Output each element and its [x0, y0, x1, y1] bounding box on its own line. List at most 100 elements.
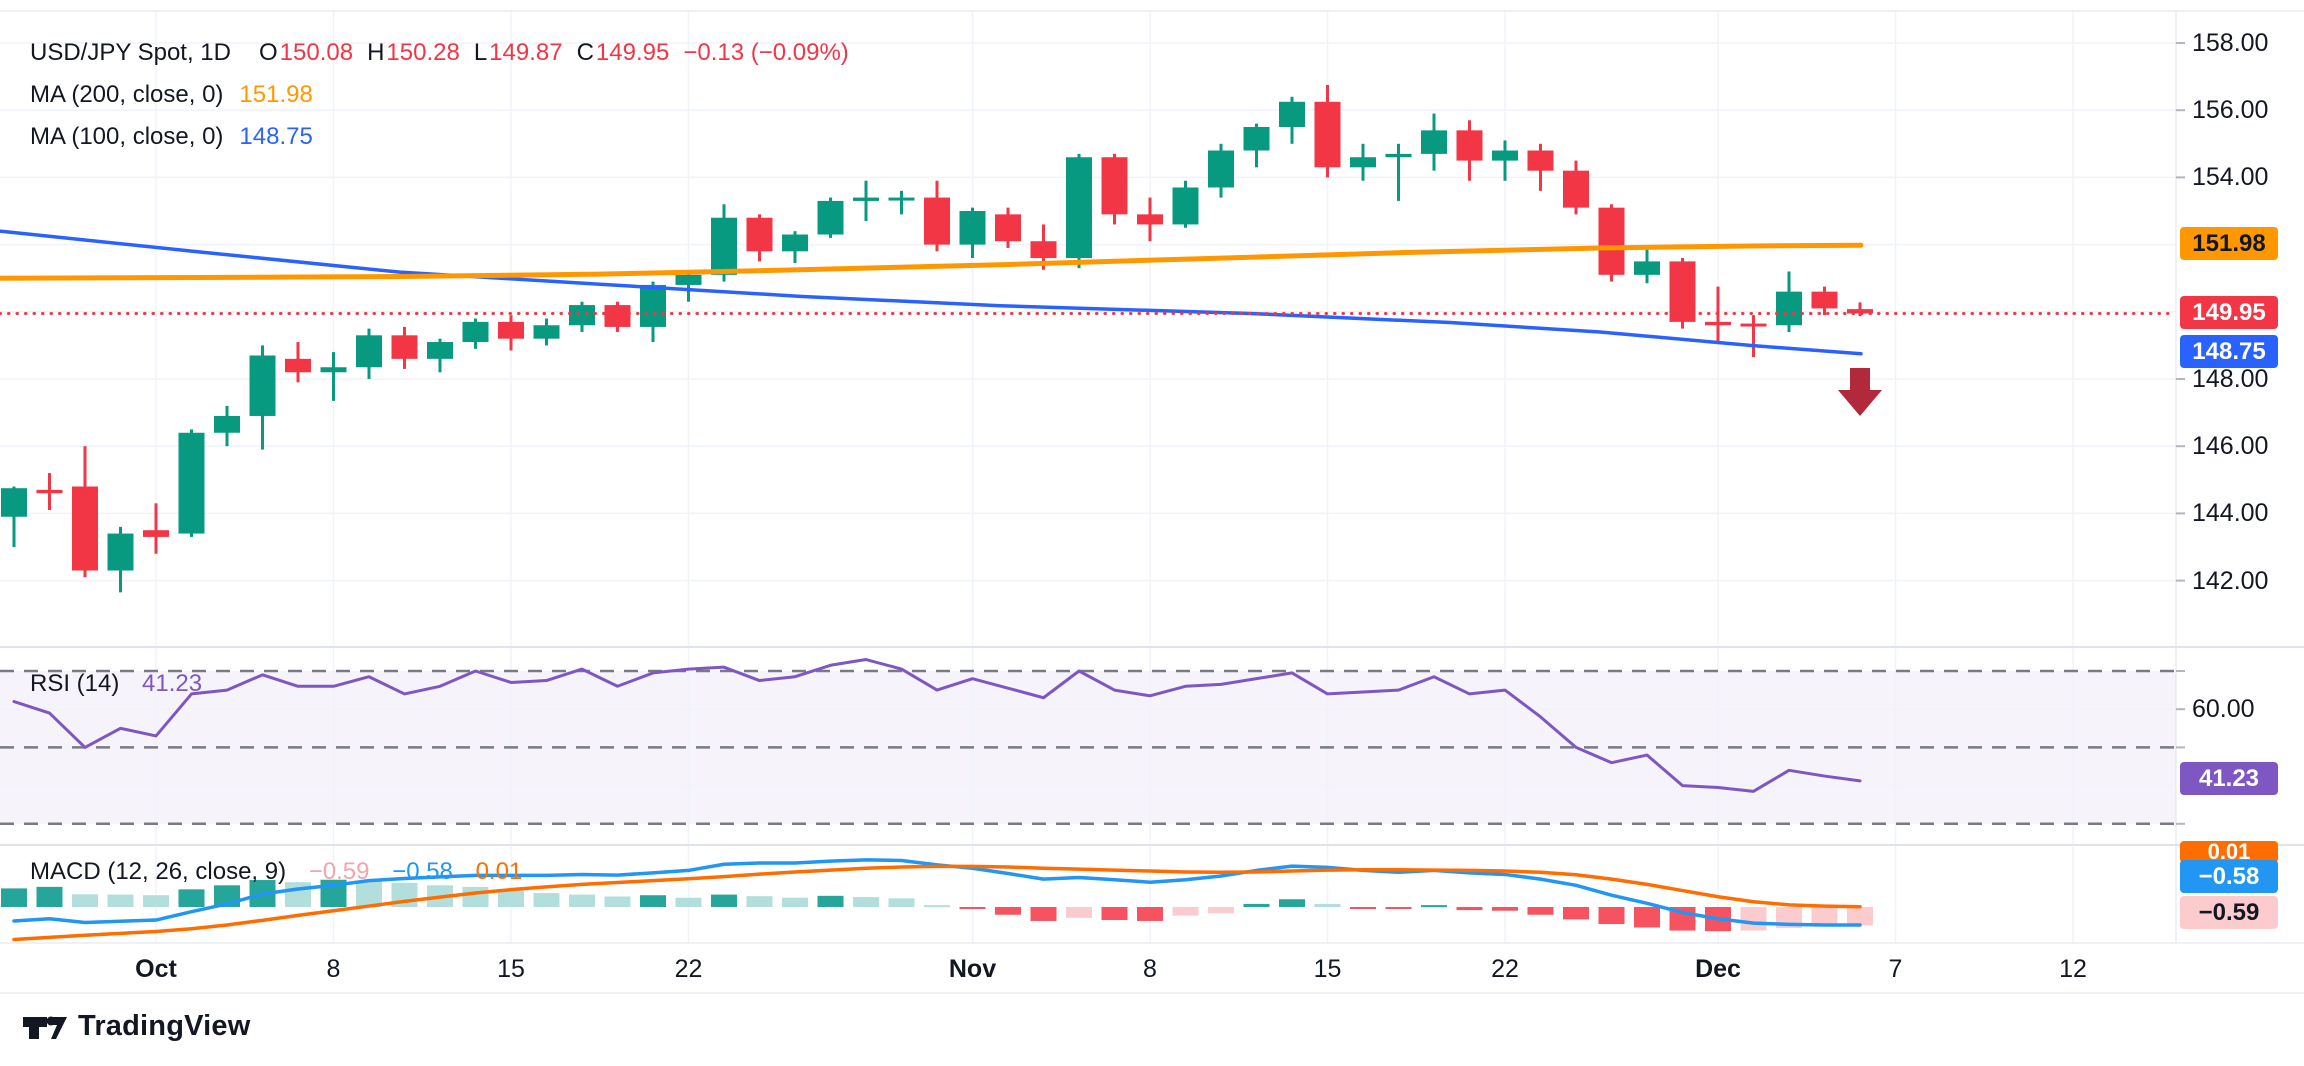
- macd-histogram-bar: [1811, 907, 1838, 927]
- tradingview-logo[interactable]: TradingView: [22, 1010, 251, 1043]
- down-arrow-marker[interactable]: [1838, 368, 1882, 416]
- candle: [1137, 197, 1163, 242]
- tradingview-logo-text: TradingView: [78, 1010, 251, 1042]
- macd-histogram-bar: [746, 896, 773, 907]
- time-axis-label: 15: [497, 955, 525, 983]
- candle: [533, 318, 560, 346]
- ma100-label: MA (100, close, 0): [30, 123, 224, 150]
- candle: [178, 429, 205, 537]
- candle: [1208, 143, 1234, 198]
- last-price-badge: 149.95: [2180, 296, 2278, 329]
- candle: [1634, 246, 1660, 284]
- macd-histogram-bar: [853, 897, 879, 907]
- macd-histogram-bar: [356, 880, 382, 907]
- macd-histogram-bar: [1243, 903, 1270, 907]
- ma200-value: 151.98: [239, 81, 313, 108]
- macd-histogram-bar: [1314, 903, 1341, 907]
- ma200-label: MA (200, close, 0): [30, 81, 224, 108]
- ma200-line: [0, 242, 1864, 281]
- candle: [462, 318, 489, 349]
- macd-histogram-bar: [569, 894, 595, 907]
- price-axis-label: 146.00: [2192, 432, 2269, 461]
- macd-histogram-bar: [533, 893, 560, 907]
- macd-histogram-bar: [107, 894, 134, 907]
- candle: [1669, 258, 1696, 329]
- candle: [640, 281, 666, 343]
- rsi-value: 41.23: [142, 670, 203, 697]
- macd-histogram-bar: [285, 882, 311, 907]
- ma200-legend-row[interactable]: MA (200, close, 0) 151.98: [30, 74, 849, 116]
- macd-histogram-bar: [1847, 907, 1873, 926]
- macd-histogram-bar: [1385, 907, 1412, 909]
- candle: [1811, 286, 1838, 316]
- candle: [782, 231, 808, 264]
- macd-histogram-bar: [143, 895, 169, 907]
- candle: [1847, 302, 1873, 317]
- price-axis[interactable]: [2176, 11, 2304, 943]
- macd-histogram-bar: [1634, 907, 1660, 928]
- high-value: 150.28: [386, 39, 460, 66]
- rsi-value-badge: 41.23: [2180, 762, 2278, 795]
- candle: [427, 338, 453, 373]
- ma100-value: 148.75: [239, 123, 313, 150]
- macd-line-badge: −0.58: [2180, 860, 2278, 893]
- macd-histogram-bar: [1350, 907, 1376, 909]
- macd-histogram-bar: [462, 886, 489, 907]
- macd-histogram-bar: [1598, 907, 1625, 925]
- macd-histogram-bar: [675, 897, 702, 907]
- candle: [924, 180, 950, 252]
- candle: [1243, 123, 1270, 168]
- candle: [1030, 224, 1057, 270]
- macd-histogram-bar: [1137, 907, 1163, 921]
- candle: [1421, 113, 1447, 171]
- time-axis-label: Dec: [1695, 955, 1741, 983]
- candle: [249, 345, 276, 450]
- time-axis-label: 22: [1491, 955, 1519, 983]
- candle: [1740, 315, 1767, 358]
- close-value: 149.95: [595, 39, 670, 66]
- candle: [1456, 120, 1483, 181]
- macd-signal-badge: 0.01: [2180, 839, 2278, 864]
- macd-histogram-bar: [1172, 907, 1199, 916]
- change-value: −0.13 (−0.09%): [683, 39, 849, 66]
- macd-hist-value: −0.59: [308, 858, 370, 885]
- tradingview-logo-icon: [23, 1016, 67, 1039]
- candle: [356, 328, 382, 379]
- candle: [995, 207, 1021, 248]
- macd-histogram-bar: [1030, 907, 1057, 921]
- macd-histogram-bar: [924, 905, 950, 908]
- candle: [888, 190, 915, 215]
- candle: [711, 204, 737, 282]
- close-label: C: [576, 39, 594, 66]
- candle: [498, 315, 524, 351]
- symbol-title[interactable]: USD/JPY Spot, 1D: [30, 39, 231, 66]
- macd-line-value: −0.58: [392, 858, 453, 885]
- ma100-legend-row[interactable]: MA (100, close, 0) 148.75: [30, 116, 849, 158]
- candle: [1172, 180, 1199, 228]
- rsi-legend-row[interactable]: RSI (14) 41.23: [30, 670, 202, 698]
- ma100-price-badge: 148.75: [2180, 335, 2278, 368]
- candle: [1, 486, 27, 547]
- macd-histogram-bar: [711, 894, 737, 907]
- price-axis-label: 158.00: [2192, 29, 2269, 57]
- legend: USD/JPY Spot, 1D O 150.08 H 150.28 L 149…: [30, 32, 849, 158]
- time-axis-label: 12: [2059, 955, 2087, 983]
- candle: [1350, 143, 1376, 181]
- symbol-legend-row[interactable]: USD/JPY Spot, 1D O 150.08 H 150.28 L 149…: [30, 32, 849, 74]
- ma100-line: [0, 229, 1863, 356]
- time-axis-label: Nov: [948, 955, 997, 983]
- candle: [285, 342, 311, 383]
- open-label: O: [258, 39, 278, 66]
- candle: [1598, 204, 1625, 282]
- macd-histogram-bar: [498, 890, 524, 907]
- candle: [1385, 143, 1412, 201]
- macd-histogram-bar: [1492, 907, 1518, 911]
- macd-histogram-bar: [1421, 905, 1447, 908]
- macd-legend-row[interactable]: MACD (12, 26, close, 9) −0.59 −0.58 0.01: [30, 858, 522, 886]
- low-label: L: [473, 39, 488, 66]
- macd-histogram-bar: [640, 895, 666, 907]
- macd-histogram-bar: [1527, 907, 1554, 915]
- candle: [214, 405, 240, 447]
- price-axis-label: 142.00: [2192, 566, 2269, 595]
